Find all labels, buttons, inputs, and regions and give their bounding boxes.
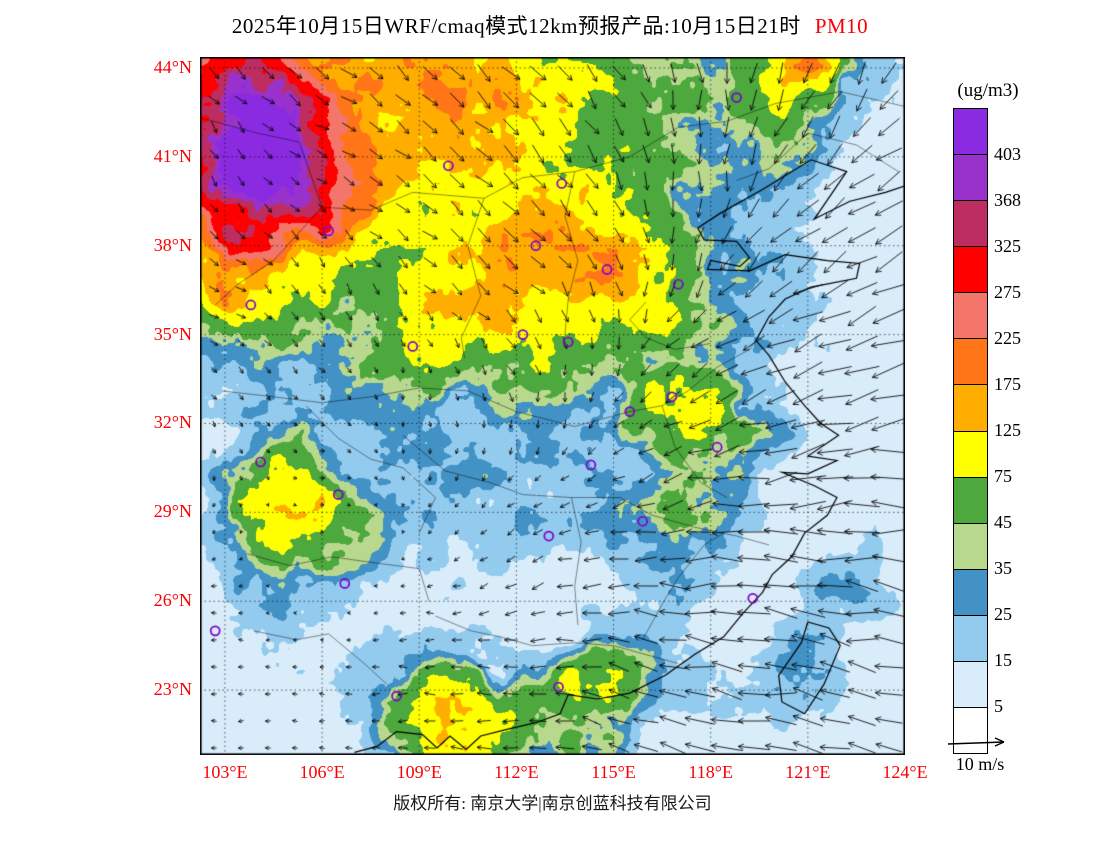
lat-axis-label: 35°N — [153, 323, 192, 344]
colorbar-cell — [954, 707, 987, 754]
legend-tick-label: 5 — [994, 696, 1003, 716]
legend-tick-label: 225 — [994, 328, 1021, 348]
legend-tick-label: 368 — [994, 190, 1021, 210]
legend-tick-label: 275 — [994, 282, 1021, 302]
lon-axis-label: 124°E — [882, 762, 928, 782]
legend-tick-label: 35 — [994, 558, 1012, 578]
colorbar-cell — [954, 109, 987, 155]
colorbar-cell — [954, 476, 987, 523]
colorbar-cell — [954, 384, 987, 431]
colorbar-cell — [954, 154, 987, 201]
title-text: 2025年10月15日WRF/cmaq模式12km预报产品:10月15日21时 — [231, 14, 801, 38]
colorbar-cell — [954, 430, 987, 477]
colorbar-cell — [954, 614, 987, 661]
legend-tick-label: 45 — [994, 512, 1012, 532]
legend-tick-label: 15 — [994, 650, 1012, 670]
wind-reference-label: 10 m/s — [955, 754, 1005, 774]
lon-axis-label: 115°E — [591, 762, 636, 782]
colorbar-cell — [954, 338, 987, 385]
legend-tick-label: 75 — [994, 466, 1012, 486]
lat-axis-label: 29°N — [153, 501, 192, 522]
lat-axis-label: 26°N — [153, 590, 192, 611]
lon-axis-label: 118°E — [688, 762, 733, 782]
legend-tick-label: 125 — [994, 420, 1021, 440]
lon-axis-label: 109°E — [396, 762, 442, 782]
colorbar-cell — [954, 660, 987, 708]
lon-axis-label: 112°E — [494, 762, 539, 782]
legend-tick-label: 25 — [994, 604, 1012, 624]
legend-tick-label: 403 — [994, 144, 1021, 164]
lat-axis-label: 38°N — [153, 234, 192, 255]
colorbar — [953, 108, 988, 754]
lat-axis-label: 44°N — [153, 56, 192, 77]
wind-reference-arrow — [947, 737, 1005, 747]
lon-axis-label: 121°E — [785, 762, 831, 782]
colorbar-cell — [954, 200, 987, 247]
title-pollutant: PM10 — [814, 14, 869, 38]
colorbar-cell — [954, 292, 987, 339]
lat-axis-label: 23°N — [153, 679, 192, 700]
colorbar-cell — [954, 522, 987, 569]
lon-axis-label: 106°E — [299, 762, 345, 782]
legend-tick-label: 325 — [994, 236, 1021, 256]
colorbar-cell — [954, 568, 987, 615]
lat-axis-label: 32°N — [153, 412, 192, 433]
copyright-text: 版权所有: 南京大学|南京创蓝科技有限公司 — [393, 794, 712, 813]
legend-unit: (ug/m3) — [957, 80, 1019, 101]
legend-tick-label: 175 — [994, 374, 1021, 394]
lon-axis-label: 103°E — [202, 762, 248, 782]
page-title: 2025年10月15日WRF/cmaq模式12km预报产品:10月15日21时 P… — [0, 10, 1100, 40]
lat-axis-label: 41°N — [153, 145, 192, 166]
colorbar-cell — [954, 246, 987, 293]
forecast-map-canvas — [200, 57, 905, 755]
